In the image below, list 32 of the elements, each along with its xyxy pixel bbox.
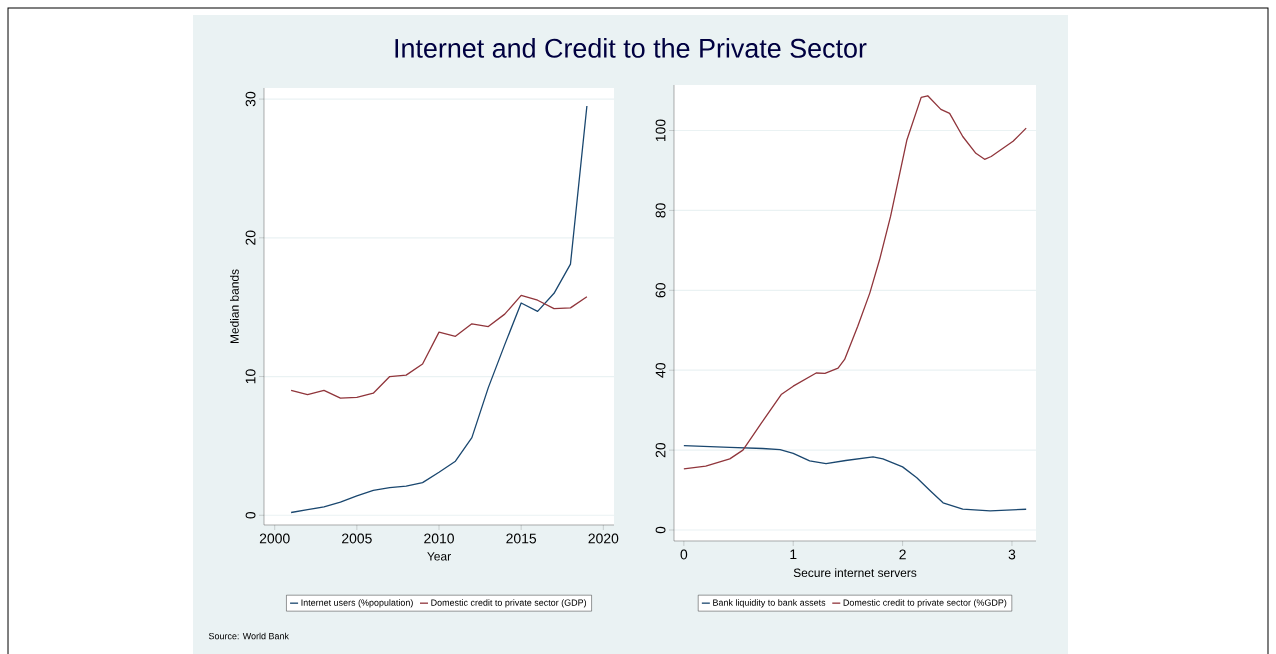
x-tick-label: 2005 — [342, 533, 372, 544]
y-axis-title: Median bands — [230, 269, 239, 344]
x-tick-label: 2 — [899, 549, 906, 560]
y-tick-label: 0 — [655, 526, 666, 534]
legend-label: Domestic credit to private sector (%GDP) — [843, 599, 1007, 608]
x-tick-label: 2015 — [506, 533, 537, 544]
x-tick-label: 0 — [680, 549, 688, 560]
y-tick-label: 30 — [245, 91, 256, 107]
legend-label: Domestic credit to private sector (GDP) — [431, 599, 587, 608]
line-series — [290, 105, 588, 514]
x-tick-label: 1 — [790, 549, 797, 560]
legend-label: Bank liquidity to bank assets — [713, 599, 826, 608]
line-series — [683, 445, 1027, 512]
x-tick-label: 2000 — [259, 533, 290, 544]
x-tick-label: 3 — [1008, 549, 1016, 560]
line-series — [290, 294, 588, 399]
y-tick-label: 80 — [655, 203, 666, 218]
y-tick-label: 100 — [655, 119, 666, 142]
x-axis-title: Year — [427, 552, 451, 561]
x-axis-title: Secure internet servers — [793, 568, 917, 577]
legend-label: Internet users (%population) — [301, 599, 413, 608]
y-tick-label: 0 — [245, 511, 256, 519]
y-tick-label: 20 — [245, 230, 256, 245]
y-tick-label: 40 — [655, 362, 666, 378]
y-tick-label: 10 — [245, 369, 256, 384]
y-tick-label: 20 — [655, 442, 666, 458]
line-series — [683, 95, 1027, 470]
x-tick-label: 2020 — [588, 533, 619, 544]
x-tick-label: 2010 — [424, 533, 454, 544]
y-tick-label: 60 — [655, 283, 666, 298]
chart-title: Internet and Credit to the Private Sector — [395, 38, 867, 58]
source-note: Source: World Bank — [208, 632, 289, 640]
